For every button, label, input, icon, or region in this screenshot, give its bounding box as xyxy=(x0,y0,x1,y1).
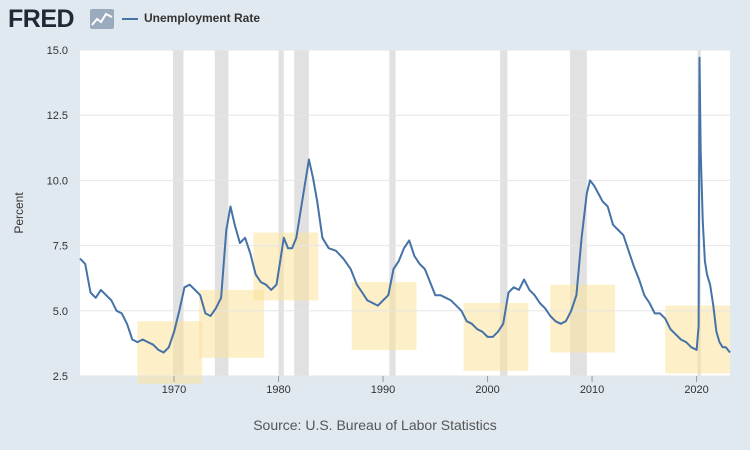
highlight-box-1 xyxy=(199,289,264,358)
y-axis: 2.5 5.0 7.5 10.0 12.5 15.0 xyxy=(47,45,68,383)
line-chart[interactable]: 2.5 5.0 7.5 10.0 12.5 15.0 1970 1980 1990 2000 20… xyxy=(0,0,750,410)
y-tick-label: 12.5 xyxy=(47,110,68,122)
recession-band-0 xyxy=(173,50,184,376)
highlight-box-5 xyxy=(550,284,616,353)
x-tick-label: 2020 xyxy=(684,384,708,396)
y-tick-label: 10.0 xyxy=(47,175,68,187)
recession-band-3 xyxy=(294,50,309,376)
x-tick-label: 2000 xyxy=(475,384,499,396)
legend-swatch xyxy=(122,18,138,20)
y-tick-label: 2.5 xyxy=(53,371,68,383)
y-tick-label: 7.5 xyxy=(53,241,68,253)
recession-band-4 xyxy=(389,50,396,376)
y-tick-label: 15.0 xyxy=(47,45,68,57)
recession-band-2 xyxy=(278,50,284,376)
x-tick-label: 2010 xyxy=(580,384,604,396)
x-tick-label: 1970 xyxy=(162,384,186,396)
x-tick-label: 1980 xyxy=(266,384,290,396)
chart-header: FRED Unemployment Rate xyxy=(0,0,750,38)
y-tick-label: 5.0 xyxy=(53,306,68,318)
recession-band-5 xyxy=(500,50,508,376)
chart-line-icon xyxy=(90,9,114,29)
fred-logo[interactable]: FRED xyxy=(8,5,75,33)
y-axis-label: Percent xyxy=(12,192,26,234)
highlight-box-4 xyxy=(463,302,529,371)
series-group xyxy=(79,56,731,354)
source-note: Source: U.S. Bureau of Labor Statistics xyxy=(253,417,497,433)
x-axis: 1970 1980 1990 2000 2010 2020 xyxy=(162,376,709,396)
series-line-0[interactable] xyxy=(79,56,731,354)
x-tick-label: 1990 xyxy=(371,384,395,396)
legend-label: Unemployment Rate xyxy=(144,11,261,25)
highlight-box-0 xyxy=(137,321,203,384)
